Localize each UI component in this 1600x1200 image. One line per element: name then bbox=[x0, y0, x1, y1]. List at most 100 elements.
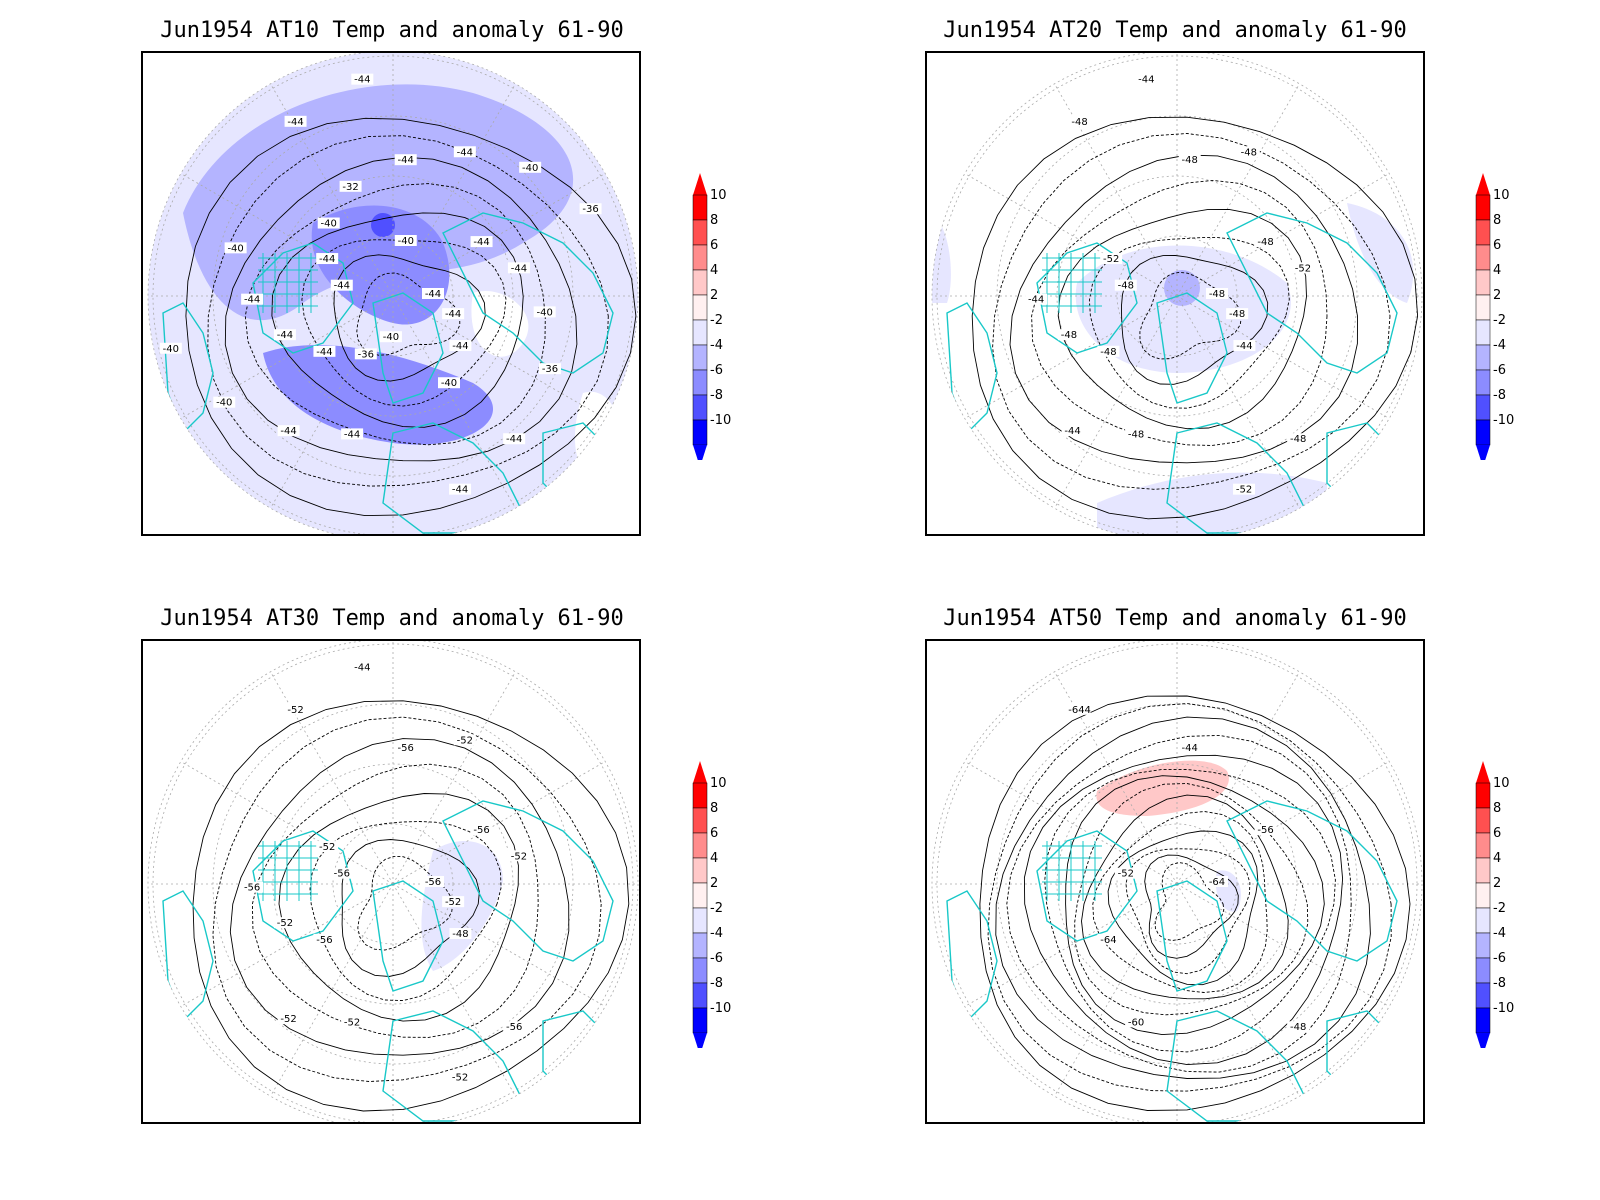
contour-label-bg bbox=[470, 236, 493, 248]
contour-label: -60 bbox=[1128, 1017, 1144, 1028]
colorbar-swatch bbox=[692, 369, 708, 396]
colorbar-tick-label: 4 bbox=[1493, 851, 1501, 866]
contour-label: -56 bbox=[244, 883, 260, 894]
meridian-line bbox=[392, 295, 516, 509]
contour-label-bg bbox=[453, 734, 476, 746]
contour-label: -44 bbox=[506, 434, 522, 445]
contour-label-bg bbox=[1125, 1016, 1148, 1028]
contour-label-bg bbox=[354, 348, 377, 360]
colorbar-swatch bbox=[692, 419, 708, 446]
contour-label: -44 bbox=[344, 429, 360, 440]
contour-label: -44 bbox=[277, 330, 293, 341]
contour-label-bg bbox=[579, 203, 602, 215]
contour-label-bg bbox=[1097, 933, 1120, 945]
meridian-line bbox=[180, 295, 394, 419]
colorbar-swatch bbox=[692, 219, 708, 246]
contour-label: -44 bbox=[1138, 75, 1154, 86]
contour-label: -44 bbox=[1064, 426, 1080, 437]
coastline bbox=[252, 242, 354, 354]
contour-label-bg bbox=[507, 262, 530, 274]
colorbar-swatch bbox=[1475, 882, 1491, 909]
colorbar-swatch bbox=[1475, 807, 1491, 834]
contour-label-bg bbox=[394, 154, 417, 166]
contour-label-bg bbox=[533, 306, 556, 318]
colorbar-swatch bbox=[692, 907, 708, 934]
contour-label-bg bbox=[1287, 433, 1310, 445]
contour-label: -52 bbox=[319, 842, 335, 853]
coastline bbox=[372, 292, 444, 404]
colorbar-swatch bbox=[1475, 319, 1491, 346]
colorbar-swatch bbox=[692, 782, 708, 809]
colorbar-swatch bbox=[692, 807, 708, 834]
contour-label: -52 bbox=[287, 705, 303, 716]
contour-label-bg bbox=[1226, 308, 1249, 320]
contour-label: -44 bbox=[354, 75, 370, 86]
contour-label: -52 bbox=[1236, 485, 1252, 496]
meridian-line bbox=[270, 83, 394, 297]
coastline bbox=[1226, 212, 1398, 374]
contour-label-bg bbox=[339, 180, 362, 192]
contour-label-bg bbox=[1178, 742, 1201, 754]
contour-label-bg bbox=[1097, 345, 1120, 357]
meridian-line bbox=[1176, 671, 1300, 885]
colorbar-arrow-bottom bbox=[1476, 1033, 1490, 1048]
colorbar-swatch bbox=[1475, 832, 1491, 859]
temperature-contour bbox=[224, 156, 578, 462]
contour-label: -44 bbox=[457, 147, 473, 158]
colorbar-at20: 10 8 6 4 2 -2 -4 -6 -8 -10 bbox=[1475, 173, 1514, 460]
colorbar-tick-label: 10 bbox=[1493, 188, 1510, 203]
meridian-line bbox=[270, 671, 394, 885]
colorbar-swatch bbox=[1475, 982, 1491, 1009]
meridian-line bbox=[1054, 83, 1178, 297]
panel-title-at50: Jun1954 AT50 Temp and anomaly 61-90 bbox=[943, 606, 1407, 631]
colorbar-at50: 10 8 6 4 2 -2 -4 -6 -8 -10 bbox=[1475, 761, 1514, 1048]
meridian-line bbox=[270, 295, 394, 509]
contour-label: -40 bbox=[227, 243, 243, 254]
contour-label: -52 bbox=[280, 1014, 296, 1025]
meridian-line bbox=[1054, 883, 1178, 1097]
temperature-contour bbox=[271, 212, 524, 428]
contour-label: -48 bbox=[1209, 289, 1225, 300]
temperature-contour bbox=[1154, 862, 1225, 941]
contour-label-bg bbox=[1206, 876, 1228, 887]
contour-label: -52 bbox=[457, 735, 473, 746]
temperature-contour bbox=[1074, 783, 1309, 1016]
meridian-line bbox=[964, 173, 1178, 297]
colorbar-arrow-bottom bbox=[693, 1033, 707, 1048]
contour-label: -48 bbox=[452, 929, 468, 940]
colorbar-swatch bbox=[1475, 269, 1491, 296]
contour-label-bg bbox=[449, 340, 472, 352]
colorbar-tick-label: 8 bbox=[1493, 213, 1501, 228]
contour-label: -48 bbox=[1257, 237, 1273, 248]
contour-label-bg bbox=[449, 1071, 472, 1083]
temperature-contour bbox=[1006, 734, 1352, 1073]
colorbar-tick-label: 2 bbox=[710, 876, 718, 891]
contour-label-bg bbox=[1254, 824, 1277, 836]
colorbar-tick-label: 4 bbox=[710, 851, 718, 866]
meridian-line bbox=[392, 883, 606, 1007]
temperature-contour bbox=[1088, 237, 1290, 409]
colorbar-tick-label: -4 bbox=[1493, 338, 1506, 353]
colorbar-tick-label: -10 bbox=[710, 413, 731, 428]
contour-label-bg bbox=[449, 483, 472, 495]
contour-label: -44 bbox=[398, 155, 414, 166]
contour-label-bg bbox=[330, 867, 353, 879]
anomaly-fill bbox=[371, 213, 395, 237]
colorbar-swatch bbox=[1475, 394, 1491, 421]
meridian-line bbox=[1176, 173, 1390, 297]
contour-label-bg bbox=[284, 703, 307, 715]
contour-label: -644 bbox=[1068, 705, 1091, 716]
contour-label: -44 bbox=[473, 237, 489, 248]
contour-label-bg bbox=[1114, 279, 1137, 291]
temperature-contour bbox=[1125, 848, 1251, 975]
colorbar-tick-label: 4 bbox=[1493, 263, 1501, 278]
panel-title-at20: Jun1954 AT20 Temp and anomaly 61-90 bbox=[943, 18, 1407, 43]
colorbar-swatch bbox=[692, 882, 708, 909]
contour-label: -44 bbox=[244, 295, 260, 306]
contour-label-bg bbox=[313, 345, 336, 357]
temperature-contour bbox=[1057, 208, 1307, 430]
contour-label-bg bbox=[1068, 115, 1091, 127]
colorbar-tick-label: -8 bbox=[710, 976, 723, 991]
contour-label-bg bbox=[1061, 425, 1084, 437]
contour-label: -44 bbox=[452, 341, 468, 352]
